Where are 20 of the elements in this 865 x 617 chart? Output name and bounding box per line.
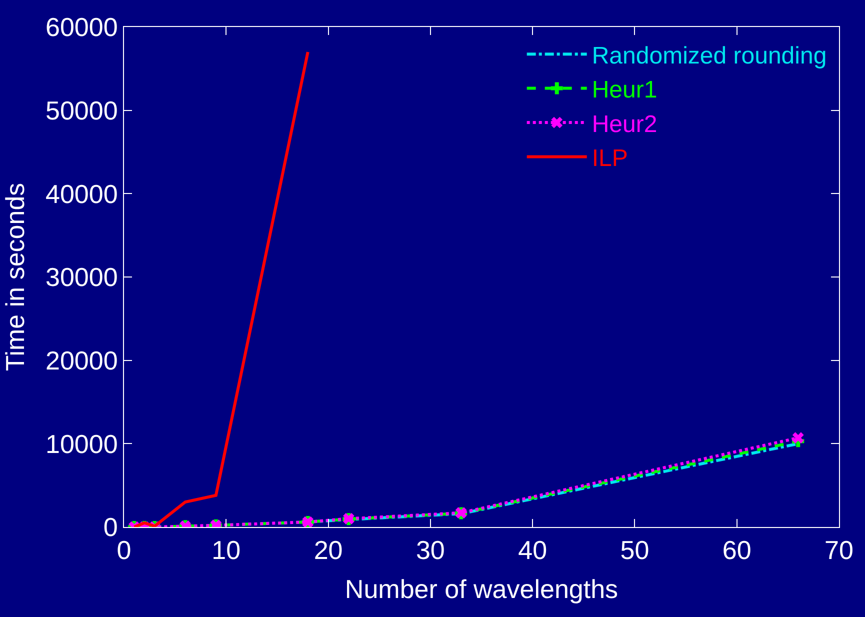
legend-label: Heur1 bbox=[592, 76, 658, 104]
legend-label: Heur2 bbox=[592, 110, 658, 138]
y-tick-label: 30000 bbox=[45, 262, 118, 292]
y-tick-label: 60000 bbox=[45, 12, 118, 42]
y-tick-label: 20000 bbox=[45, 345, 118, 376]
y-axis-title: Time in seconds bbox=[0, 182, 30, 372]
legend-label: ILP bbox=[592, 145, 628, 172]
legend-label: Randomized rounding bbox=[592, 42, 827, 70]
x-tick-label: 40 bbox=[518, 535, 548, 566]
x-tick-label: 30 bbox=[416, 535, 445, 566]
x-tick-label: 50 bbox=[620, 535, 650, 566]
x-tick-label: 70 bbox=[824, 535, 854, 566]
y-tick-label: 50000 bbox=[45, 95, 118, 126]
y-tick-label: 0 bbox=[103, 512, 118, 542]
x-tick-label: 60 bbox=[722, 535, 752, 566]
x-tick-label: 10 bbox=[212, 535, 241, 566]
y-tick-label: 10000 bbox=[45, 428, 118, 459]
y-tick-label: 40000 bbox=[45, 178, 118, 209]
x-tick-label: 20 bbox=[314, 535, 343, 566]
x-axis-title: Number of wavelengths bbox=[344, 574, 618, 604]
